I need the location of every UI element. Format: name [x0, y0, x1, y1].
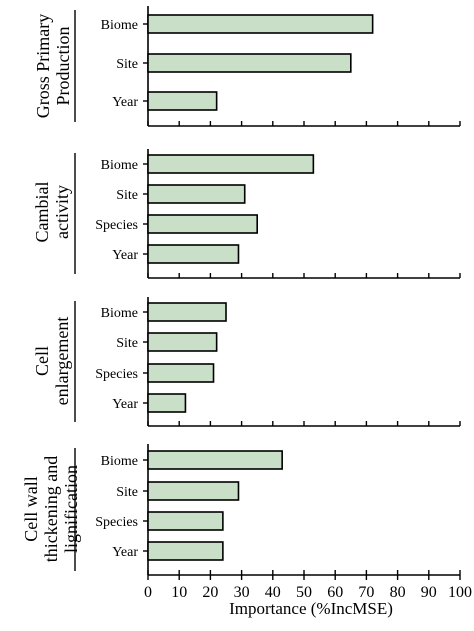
- panel-3: Biome Site Species Year Cellenlargement: [32, 297, 461, 427]
- category-label: Site: [116, 57, 138, 72]
- panel-4: Biome Site Species Year Cell wallthickening …: [21, 444, 461, 576]
- bar-biome: [147, 154, 315, 174]
- category-label: Site: [116, 485, 138, 500]
- bar-site: [147, 184, 246, 204]
- x-tick-label: 80: [390, 584, 406, 601]
- group-label-line: activity: [52, 185, 72, 239]
- group-label: Gross PrimaryProduction: [33, 14, 73, 119]
- x-tick-label: 50: [296, 584, 312, 601]
- bar-site: [147, 481, 240, 501]
- bar-year: [147, 541, 224, 561]
- category-label: Year: [112, 95, 138, 110]
- group-label-line: Cambial: [32, 182, 52, 243]
- category-label: Year: [112, 248, 138, 263]
- category-label: Biome: [101, 454, 138, 469]
- bar-species: [147, 511, 224, 531]
- x-tick-label: 10: [171, 584, 187, 601]
- x-tick-label: 90: [421, 584, 437, 601]
- category-label: Species: [95, 515, 138, 530]
- category-label: Biome: [101, 306, 138, 321]
- x-axis-title: Importance (%IncMSE): [229, 599, 393, 618]
- x-tick-label: 20: [202, 584, 218, 601]
- category-label: Site: [116, 188, 138, 203]
- category-label: Biome: [101, 158, 138, 173]
- group-label-line: Gross Primary: [33, 14, 53, 119]
- category-label: Species: [95, 218, 138, 233]
- bar-year: [147, 91, 218, 111]
- bar-year: [147, 244, 240, 264]
- x-tick-label: 0: [144, 584, 152, 601]
- group-label: Cellenlargement: [32, 317, 72, 406]
- x-tick-label: 30: [234, 584, 250, 601]
- group-label: Cell wallthickening andlignification: [21, 456, 81, 562]
- bar-biome: [147, 450, 283, 470]
- bar-biome: [147, 302, 227, 322]
- category-label: Species: [95, 367, 138, 382]
- bar-biome: [147, 14, 374, 34]
- x-tick-label: 60: [327, 584, 343, 601]
- group-label: Cambialactivity: [32, 182, 72, 243]
- group-label-line: Production: [53, 27, 73, 106]
- panel-2: Biome Site Species Year Cambialactivity: [32, 149, 461, 279]
- category-label: Year: [112, 397, 138, 412]
- group-label-line: lignification: [61, 465, 81, 553]
- x-tick-label: 70: [358, 584, 374, 601]
- category-label: Year: [112, 545, 138, 560]
- category-label: Biome: [101, 18, 138, 33]
- bar-species: [147, 214, 258, 234]
- x-tick-label: 100: [448, 584, 472, 601]
- category-label: Site: [116, 336, 138, 351]
- bar-site: [147, 332, 218, 352]
- bar-site: [147, 53, 352, 73]
- bar-species: [147, 363, 215, 383]
- group-label-line: enlargement: [52, 317, 72, 406]
- x-axis: 0 10 20 30 40 50 60 70 80 90 100: [144, 575, 472, 601]
- group-label-line: thickening and: [41, 456, 61, 562]
- panel-1: Biome Site Year Gross PrimaryProduction: [33, 6, 461, 127]
- group-label-line: Cell: [32, 346, 52, 376]
- x-tick-label: 40: [265, 584, 281, 601]
- bar-year: [147, 393, 187, 413]
- group-label-line: Cell wall: [21, 476, 41, 542]
